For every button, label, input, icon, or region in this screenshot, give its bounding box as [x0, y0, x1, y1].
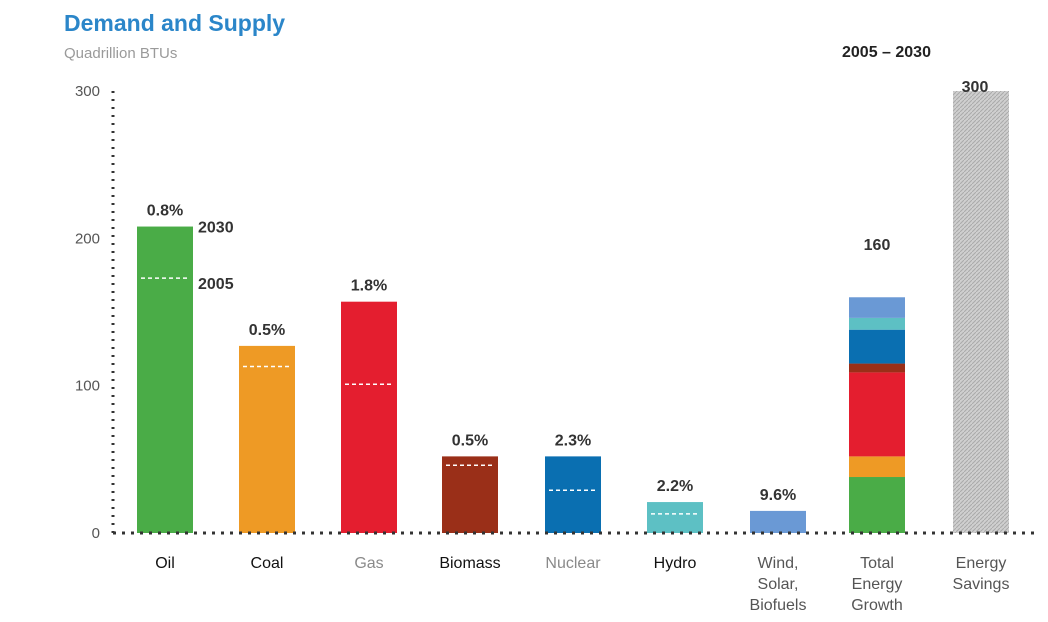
annotation-2030: 2030: [198, 220, 234, 237]
total-growth-label: 160: [864, 237, 891, 254]
category-label-line: Coal: [251, 555, 284, 572]
category-label: Oil: [155, 555, 175, 572]
category-label-line: Biofuels: [750, 597, 807, 614]
category-label: Gas: [354, 555, 383, 572]
category-label-line: Total: [860, 555, 894, 572]
category-label-line: Savings: [953, 576, 1010, 593]
category-label-line: Hydro: [654, 555, 697, 572]
category-label: Coal: [251, 555, 284, 572]
category-label: Total Energy Growth: [851, 555, 903, 614]
growth-rate-label: 1.8%: [351, 278, 387, 295]
category-label: Nuclear: [545, 555, 601, 572]
category-label-line: Growth: [851, 597, 903, 614]
bar-oil: [137, 226, 193, 533]
annotation-2005: 2005: [198, 276, 234, 293]
growth-rate-label: 0.5%: [452, 432, 488, 449]
stack-segment-nuclear: [849, 329, 905, 364]
y-tick-label: 200: [75, 230, 100, 247]
category-label: Wind, Solar, Biofuels: [750, 555, 807, 614]
stack-segment-coal: [849, 456, 905, 478]
unit-label: Quadrillion BTUs: [64, 45, 178, 62]
bar-nuclear: [545, 456, 601, 533]
category-label: Energy Savings: [953, 555, 1010, 593]
y-tick-label: 300: [75, 83, 100, 100]
stack-segment-wind: [849, 297, 905, 318]
category-label-line: Gas: [354, 555, 383, 572]
growth-rate-label: 0.8%: [147, 203, 183, 220]
bar-energy-savings: [953, 91, 1009, 533]
stack-segment-oil: [849, 477, 905, 533]
growth-rate-label: 2.3%: [555, 432, 591, 449]
category-label-line: Wind,: [758, 555, 799, 572]
category-label-line: Energy: [956, 555, 1007, 572]
category-label: Biomass: [439, 555, 500, 572]
category-label: Hydro: [654, 555, 697, 572]
category-label-line: Nuclear: [545, 555, 601, 572]
category-label-line: Biomass: [439, 555, 500, 572]
category-label-line: Energy: [852, 576, 903, 593]
bar-wind: [750, 510, 806, 533]
chart-title: Demand and Supply: [64, 10, 286, 36]
y-tick-label: 100: [75, 378, 100, 395]
stack-segment-gas: [849, 372, 905, 457]
period-label: 2005 – 2030: [842, 44, 931, 61]
growth-rate-label: 9.6%: [760, 487, 796, 504]
bar-biomass: [442, 456, 498, 533]
bar-hydro: [647, 502, 703, 533]
category-label-line: Solar,: [758, 576, 799, 593]
bar-gas: [341, 301, 397, 533]
growth-rate-label: 2.2%: [657, 478, 693, 495]
energy-savings-label: 300: [962, 79, 989, 96]
growth-rate-label: 0.5%: [249, 322, 285, 339]
category-label-line: Oil: [155, 555, 175, 572]
stack-segment-hydro: [849, 317, 905, 330]
y-tick-label: 0: [92, 525, 100, 542]
stack-segment-biomass: [849, 363, 905, 373]
bar-coal: [239, 345, 295, 533]
